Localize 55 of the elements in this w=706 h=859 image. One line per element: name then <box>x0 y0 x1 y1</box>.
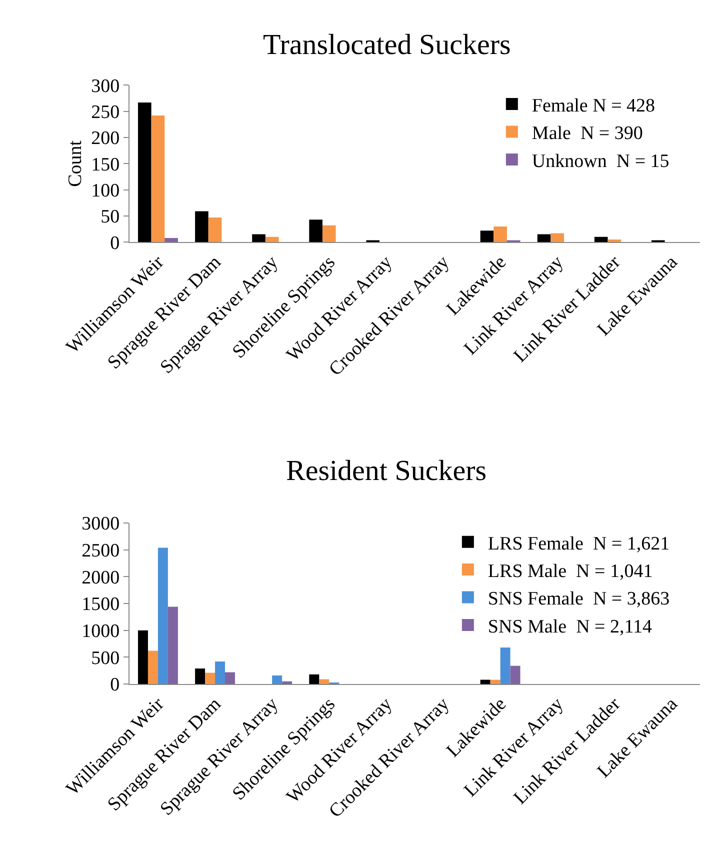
bar <box>480 680 490 684</box>
bar <box>272 675 282 684</box>
y-tick-label: 2000 <box>82 567 120 588</box>
legend-label: LRS Female N = 1,621 <box>488 533 670 554</box>
legend-label: LRS Male N = 1,041 <box>488 560 653 582</box>
y-tick-label: 3000 <box>82 514 120 535</box>
bar <box>494 226 507 242</box>
bar <box>480 230 494 242</box>
chart-title: Translocated Suckers <box>263 29 511 61</box>
legend-label: SNS Female N = 3,863 <box>488 588 670 610</box>
y-tick-label: 50 <box>100 206 120 228</box>
legend-label: Female N = 428 <box>532 95 656 116</box>
y-tick-label: 100 <box>91 180 120 202</box>
y-tick-label: 0 <box>110 232 120 254</box>
y-tick-label: 300 <box>91 76 120 97</box>
y-tick-label: 250 <box>91 102 120 124</box>
y-axis-title: Count <box>64 140 86 187</box>
bar <box>225 672 235 684</box>
bar <box>138 630 148 684</box>
bar <box>500 648 510 684</box>
bar <box>138 102 152 242</box>
y-tick-label: 2500 <box>82 540 120 562</box>
bar <box>319 679 330 684</box>
bar <box>322 225 336 242</box>
y-tick-label: 1500 <box>82 594 120 616</box>
bar <box>164 238 178 242</box>
bar <box>158 548 168 684</box>
bar <box>168 606 178 684</box>
bar <box>550 233 564 242</box>
bar <box>208 218 222 242</box>
legend-label: Unknown N = 15 <box>532 150 670 172</box>
bar <box>215 662 225 684</box>
bar <box>309 220 322 242</box>
bar <box>195 211 208 242</box>
bar <box>594 236 608 242</box>
y-tick-label: 500 <box>91 648 120 669</box>
bar <box>490 680 500 684</box>
bar <box>608 240 622 242</box>
bar <box>510 666 520 684</box>
bar <box>195 668 206 684</box>
bar <box>148 650 158 684</box>
bar <box>252 234 266 242</box>
y-tick-label: 150 <box>91 154 120 176</box>
bar <box>282 681 292 684</box>
chart-title: Resident Suckers <box>286 455 487 487</box>
bar <box>309 674 320 684</box>
y-tick-label: 0 <box>110 674 120 696</box>
legend-label: Male N = 390 <box>532 123 643 144</box>
bar <box>537 234 551 242</box>
y-tick-label: 1000 <box>82 621 120 642</box>
bar <box>265 236 279 242</box>
y-tick-label: 200 <box>91 128 120 150</box>
bar <box>151 116 165 242</box>
bar <box>205 672 216 684</box>
legend-label: SNS Male N = 2,114 <box>488 616 653 638</box>
